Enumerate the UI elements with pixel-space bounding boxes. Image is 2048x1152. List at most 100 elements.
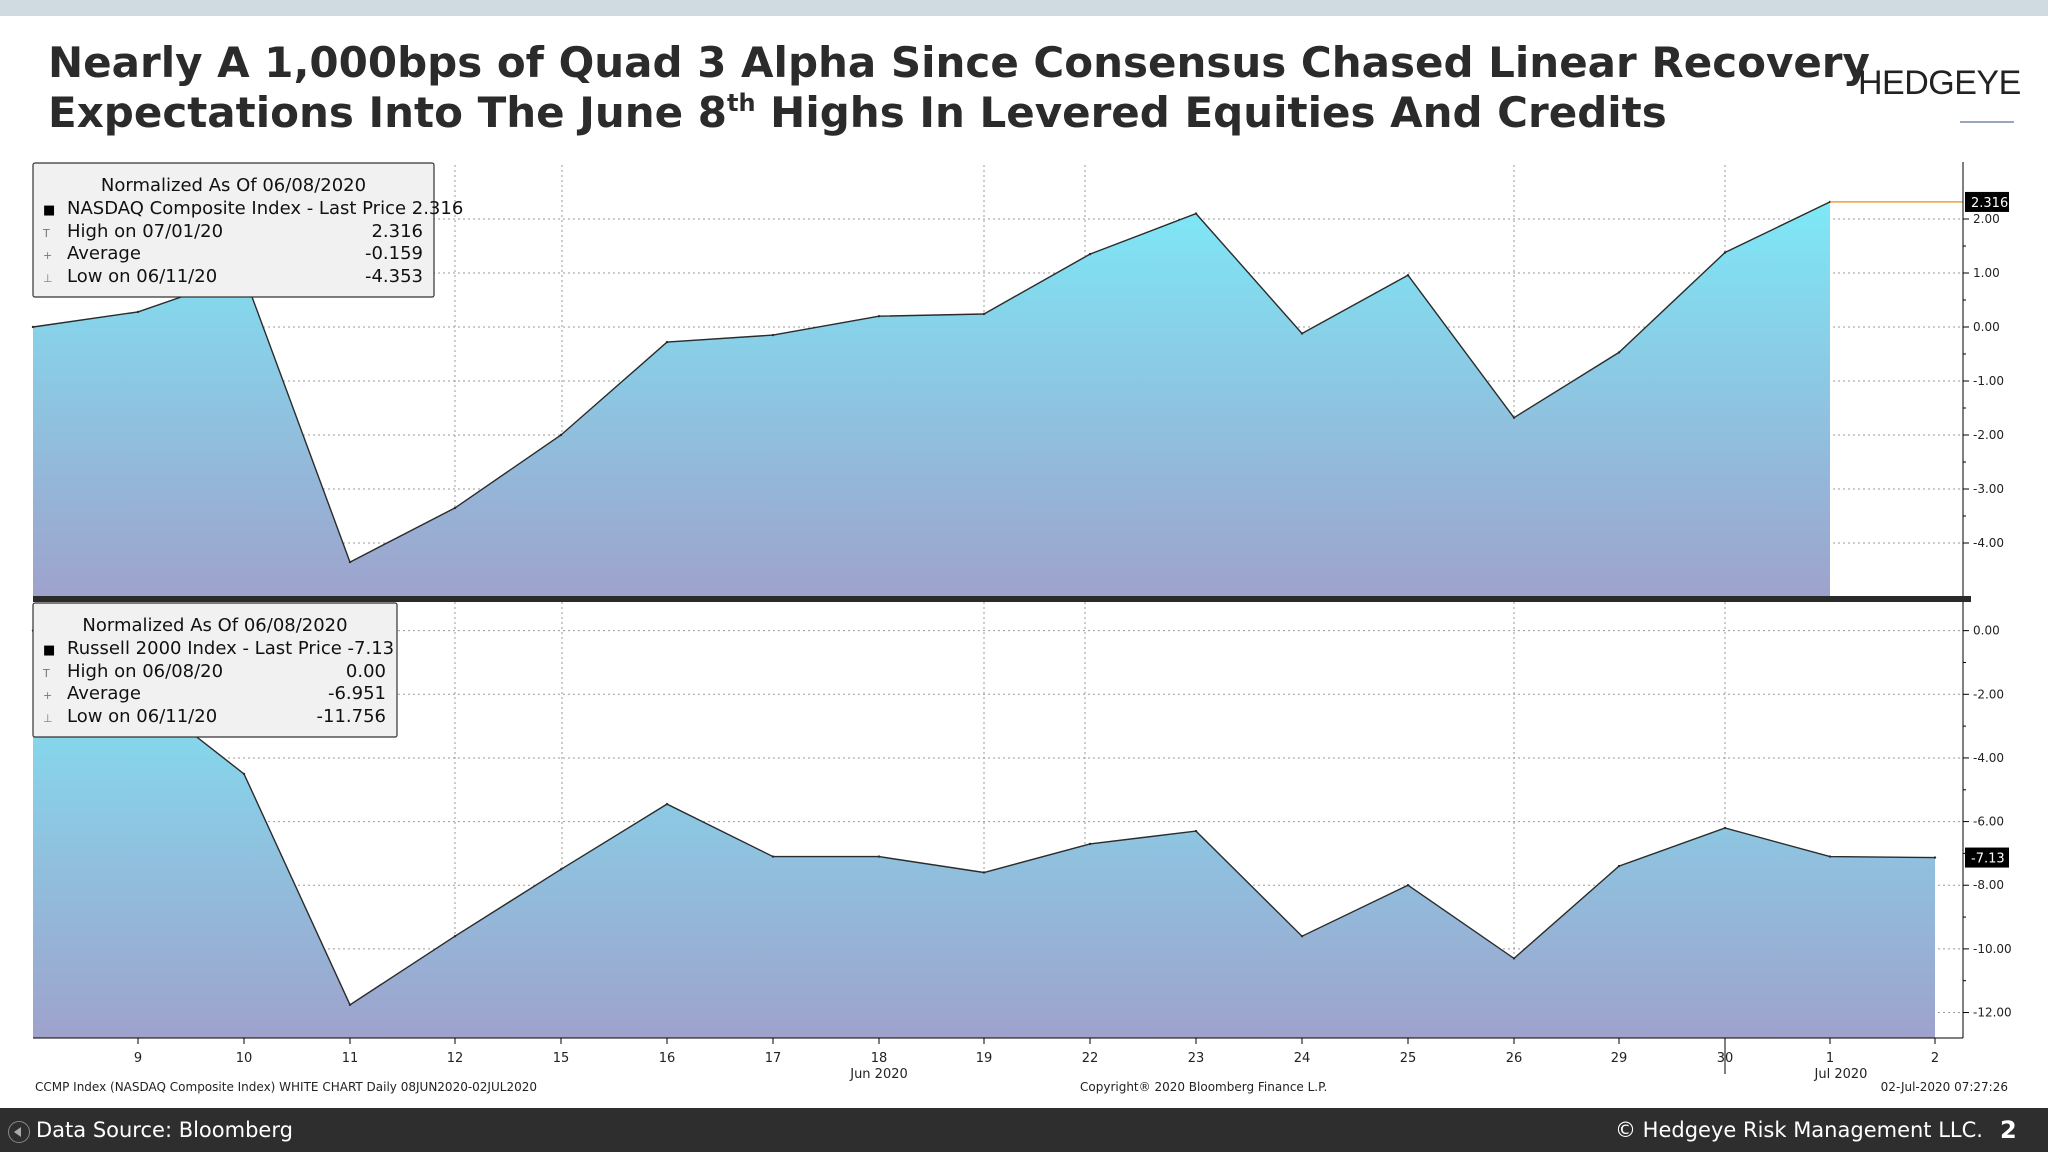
legend-row-label-1-3: Low on 06/11/20 xyxy=(67,706,217,727)
legend-row-value-1-1: 0.00 xyxy=(346,661,386,682)
data-point-0-3 xyxy=(348,560,352,564)
data-point-1-18 xyxy=(1933,856,1937,859)
x-tick-label-11: 24 xyxy=(1294,1051,1311,1066)
legend-marker-0-3: ⊥ xyxy=(43,272,53,285)
legend-row-label-1-1: High on 06/08/20 xyxy=(67,661,223,682)
y-tick-label-1-4: -4.00 xyxy=(1973,751,2004,765)
y-tick-label-0-5: 1.00 xyxy=(1973,266,2000,280)
slide-title: Nearly A 1,000bps of Quad 3 Alpha Since … xyxy=(48,38,1870,138)
footer-bar: Data Source: Bloomberg © Hedgeye Risk Ma… xyxy=(0,1108,2048,1152)
data-point-1-7 xyxy=(771,855,775,858)
data-point-1-9 xyxy=(982,871,986,874)
area-fill-0 xyxy=(33,201,1830,597)
legend-row-value-0-2: -0.159 xyxy=(365,243,423,264)
data-point-1-12 xyxy=(1300,935,1304,938)
last-price-badge-0 xyxy=(1965,191,2009,212)
legend-box-0 xyxy=(32,162,435,298)
y-tick-label-0-3: -1.00 xyxy=(1973,374,2004,388)
data-source: Data Source: Bloomberg xyxy=(36,1118,293,1142)
x-tick-label-3: 12 xyxy=(447,1051,464,1066)
x-tick-label-1: 10 xyxy=(236,1051,253,1066)
data-point-1-13 xyxy=(1406,884,1410,887)
data-point-1-3 xyxy=(348,1003,352,1006)
data-point-0-5 xyxy=(559,433,563,437)
x-tick-label-0: 9 xyxy=(134,1051,142,1066)
data-point-0-0 xyxy=(31,325,35,329)
y-tick-label-1-0: -12.00 xyxy=(1973,1006,2012,1020)
legend-row-value-1-3: -11.756 xyxy=(317,706,386,727)
data-point-0-11 xyxy=(1194,212,1198,215)
x-tick-label-17: 2 xyxy=(1931,1051,1939,1066)
legend-box-1 xyxy=(32,602,398,738)
data-point-1-17 xyxy=(1828,855,1832,858)
title-line-1: Nearly A 1,000bps of Quad 3 Alpha Since … xyxy=(48,38,1870,87)
x-tick-label-16: 1 xyxy=(1826,1051,1834,1066)
data-point-1-8 xyxy=(877,855,881,858)
y-tick-label-1-3: -6.00 xyxy=(1973,815,2004,829)
legend-row-label-1-0: Russell 2000 Index - Last Price -7.13 xyxy=(67,638,394,659)
title-line-2: Expectations Into The June 8th Highs In … xyxy=(48,88,1798,138)
y-tick-label-0-4: 0.00 xyxy=(1973,320,2000,334)
data-point-0-6 xyxy=(665,340,669,344)
data-point-1-11 xyxy=(1194,829,1198,833)
data-point-1-15 xyxy=(1617,864,1621,868)
data-point-0-14 xyxy=(1512,416,1516,419)
x-tick-label-12: 25 xyxy=(1400,1051,1417,1066)
legend-marker-1-1: T xyxy=(42,667,50,680)
x-tick-label-13: 26 xyxy=(1506,1051,1523,1066)
legend-row-label-0-3: Low on 06/11/20 xyxy=(67,266,217,287)
chart-timestamp-text: 02-Jul-2020 07:27:26 xyxy=(1881,1080,2008,1094)
legend-row-value-0-3: -4.353 xyxy=(365,266,423,287)
legend-marker-0-0: ■ xyxy=(43,203,55,218)
data-point-0-12 xyxy=(1300,332,1304,335)
data-point-1-4 xyxy=(453,935,457,938)
x-tick-label-14: 29 xyxy=(1611,1051,1628,1066)
legend-marker-1-3: ⊥ xyxy=(43,712,53,725)
logo-underline xyxy=(1960,121,2014,123)
last-price-badge-1 xyxy=(1965,847,2009,868)
data-point-1-2 xyxy=(242,772,246,776)
title-line-2-end: Highs In Levered Equities And Credits xyxy=(755,88,1667,137)
title-line-2-start: Expectations Into The June 8 xyxy=(48,88,727,137)
y-tick-label-0-1: -3.00 xyxy=(1973,482,2004,496)
data-point-0-7 xyxy=(771,333,775,337)
y-tick-label-0-0: -4.00 xyxy=(1973,536,2004,550)
legend-marker-1-0: ■ xyxy=(43,643,55,658)
legend-row-label-0-2: Average xyxy=(67,243,141,264)
x-month-label-1: Jul 2020 xyxy=(1814,1067,1868,1082)
bloomberg-chart: -4.00-3.00-2.00-1.000.001.002.002.316Nor… xyxy=(31,162,2012,1094)
x-tick-label-8: 19 xyxy=(976,1051,993,1066)
y-tick-label-1-5: -2.00 xyxy=(1973,687,2004,701)
copyright: © Hedgeye Risk Management LLC. xyxy=(1615,1118,1983,1142)
legend-row-value-0-1: 2.316 xyxy=(371,221,423,242)
top-accent-bar xyxy=(0,0,2048,16)
x-tick-label-2: 11 xyxy=(342,1051,359,1066)
legend-title-1: Normalized As Of 06/08/2020 xyxy=(82,615,347,636)
legend-marker-0-1: T xyxy=(42,227,50,240)
x-tick-label-10: 23 xyxy=(1188,1051,1205,1066)
data-point-1-16 xyxy=(1723,826,1727,830)
y-tick-label-0-2: -2.00 xyxy=(1973,428,2004,442)
x-tick-label-5: 16 xyxy=(659,1051,676,1066)
x-tick-label-4: 15 xyxy=(553,1051,570,1066)
legend-row-label-0-0: NASDAQ Composite Index - Last Price 2.31… xyxy=(67,198,463,219)
legend-marker-1-2: + xyxy=(43,689,52,702)
data-point-0-8 xyxy=(877,315,881,318)
page-number: 2 xyxy=(2000,1116,2017,1144)
data-point-1-14 xyxy=(1512,957,1516,960)
series-line-0 xyxy=(32,201,1831,564)
chart-copyright-text: Copyright® 2020 Bloomberg Finance L.P. xyxy=(1080,1080,1327,1094)
area-fill-1 xyxy=(33,630,1935,1038)
x-month-label-0: Jun 2020 xyxy=(849,1067,908,1082)
data-point-0-10 xyxy=(1088,252,1092,256)
back-arrow-icon[interactable] xyxy=(8,1121,30,1143)
legend-row-label-0-1: High on 07/01/20 xyxy=(67,221,223,242)
data-point-1-6 xyxy=(665,802,669,806)
last-price-badge-text-1: -7.13 xyxy=(1971,852,2005,867)
y-tick-label-1-2: -8.00 xyxy=(1973,878,2004,892)
chart-source-text: CCMP Index (NASDAQ Composite Index) WHIT… xyxy=(35,1080,537,1094)
data-point-0-9 xyxy=(982,312,986,316)
title-superscript: th xyxy=(727,89,756,117)
data-point-0-13 xyxy=(1406,274,1410,277)
data-point-1-10 xyxy=(1088,842,1092,846)
